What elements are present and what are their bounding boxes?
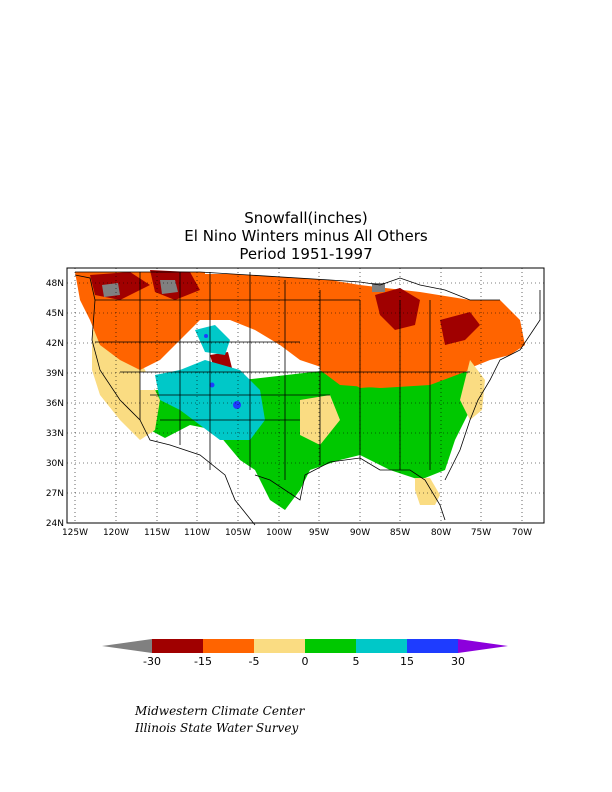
- lon-label: 95W: [309, 528, 329, 538]
- credit-line-2: Illinois State Water Survey: [135, 721, 299, 735]
- lat-label: 33N: [46, 429, 64, 439]
- map-border: [66, 267, 545, 524]
- colorbar-label: 30: [451, 655, 465, 668]
- colorbar: -30 -15 -5 0 5 15 30: [102, 639, 508, 668]
- lon-label: 70W: [512, 528, 532, 538]
- lat-label: 27N: [46, 489, 64, 499]
- field-yellow-west: [92, 330, 160, 440]
- boundaries: [74, 271, 541, 526]
- title-line-1: Snowfall(inches): [244, 209, 368, 227]
- colorbar-low-arrow: [102, 639, 152, 653]
- credit-line-1: Midwestern Climate Center: [135, 704, 305, 718]
- colorbar-label: 5: [353, 655, 360, 668]
- field-missing-1: [140, 372, 154, 390]
- colorbar-swatch: [356, 639, 407, 653]
- lon-label: 105W: [225, 528, 251, 538]
- lon-label: 115W: [144, 528, 170, 538]
- lat-label: 48N: [46, 279, 64, 289]
- lat-label: 30N: [46, 459, 64, 469]
- lat-label: 36N: [46, 399, 64, 409]
- colorbar-swatch: [152, 639, 203, 653]
- lon-label: 100W: [266, 528, 292, 538]
- colorbar-label: -30: [143, 655, 161, 668]
- title-line-3: Period 1951-1997: [239, 245, 373, 263]
- colorbar-high-arrow: [458, 639, 508, 653]
- lon-label: 75W: [471, 528, 491, 538]
- field-yellow-florida: [415, 478, 440, 505]
- field-blue-3: [204, 334, 208, 338]
- colorbar-swatch: [254, 639, 305, 653]
- lat-label: 24N: [46, 519, 64, 529]
- map-frame: 48N 45N 42N 39N 36N 33N 30N 27N 24N 125W…: [46, 267, 545, 538]
- field-yellow-east: [460, 360, 485, 420]
- field-cyan-north: [195, 325, 230, 355]
- lat-label: 42N: [46, 339, 64, 349]
- lon-label: 90W: [350, 528, 370, 538]
- field-gray-3: [372, 283, 385, 292]
- colorbar-label: 15: [400, 655, 414, 668]
- field-darkred-4: [440, 312, 480, 345]
- grid-lines: [67, 268, 544, 523]
- colorbar-label: -5: [249, 655, 260, 668]
- field-orange-central: [320, 320, 470, 388]
- lon-label: 85W: [390, 528, 410, 538]
- field-gray-2: [160, 280, 178, 294]
- colorbar-label: 0: [302, 655, 309, 668]
- lon-label: 120W: [103, 528, 129, 538]
- lon-label: 110W: [184, 528, 210, 538]
- title-line-2: El Nino Winters minus All Others: [184, 227, 428, 245]
- lon-label: 80W: [431, 528, 451, 538]
- colorbar-label: -15: [194, 655, 212, 668]
- colorbar-swatch: [305, 639, 356, 653]
- state-lines-lat: [95, 299, 470, 421]
- colorbar-swatch: [407, 639, 458, 653]
- field-blue-1: [233, 401, 241, 409]
- field-darkred-3: [375, 288, 420, 330]
- lon-labels: 125W 120W 115W 110W 105W 100W 95W 90W 85…: [62, 528, 532, 538]
- shaded-fields: [75, 268, 525, 510]
- lat-label: 39N: [46, 369, 64, 379]
- field-blue-2: [209, 382, 215, 388]
- field-missing-2: [205, 268, 233, 274]
- colorbar-swatch: [203, 639, 254, 653]
- lat-labels: 48N 45N 42N 39N 36N 33N 30N 27N 24N: [46, 279, 64, 529]
- lat-label: 45N: [46, 309, 64, 319]
- field-gray-1: [102, 283, 120, 297]
- lon-label: 125W: [62, 528, 88, 538]
